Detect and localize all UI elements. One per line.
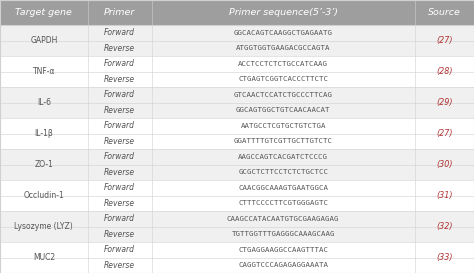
Text: Source: Source [428, 8, 461, 17]
Text: CAACGGCAAAGTGAATGGCA: CAACGGCAAAGTGAATGGCA [238, 185, 328, 191]
Text: Reverse: Reverse [104, 44, 135, 53]
Text: ACCTCCTCTCTGCCATCAAG: ACCTCCTCTCTGCCATCAAG [238, 61, 328, 67]
Text: ZO-1: ZO-1 [35, 160, 53, 169]
Text: AAGCCAGTCACGATCTCCCG: AAGCCAGTCACGATCTCCCG [238, 154, 328, 160]
Text: Forward: Forward [104, 245, 135, 254]
Bar [0, 25, 474, 56]
Text: Reverse: Reverse [104, 75, 135, 84]
Text: IL-6: IL-6 [37, 98, 51, 107]
Text: Forward: Forward [104, 90, 135, 99]
Bar [0, 242, 474, 273]
Text: CAAGCCATACAATGTGCGAAGAGAG: CAAGCCATACAATGTGCGAAGAGAG [227, 216, 339, 222]
Text: Forward: Forward [104, 183, 135, 192]
Text: GGCACAGTCAAGGCTGAGAATG: GGCACAGTCAAGGCTGAGAATG [234, 30, 333, 36]
Text: (33): (33) [436, 253, 453, 262]
Text: (31): (31) [436, 191, 453, 200]
Text: Reverse: Reverse [104, 168, 135, 177]
Text: GGCAGTGGCTGTCAACAACAT: GGCAGTGGCTGTCAACAACAT [236, 107, 330, 113]
Text: Forward: Forward [104, 59, 135, 68]
Bar [0, 56, 474, 87]
Text: CAGGTCCCAGAGAGGAAATA: CAGGTCCCAGAGAGGAAATA [238, 262, 328, 268]
Text: Reverse: Reverse [104, 230, 135, 239]
Text: ATGGTGGTGAAGACGCCAGTA: ATGGTGGTGAAGACGCCAGTA [236, 45, 330, 51]
Text: (32): (32) [436, 222, 453, 231]
Text: Forward: Forward [104, 28, 135, 37]
Text: (27): (27) [436, 129, 453, 138]
Bar [0, 180, 474, 211]
Text: Reverse: Reverse [104, 261, 135, 270]
Text: Lysozyme (LYZ): Lysozyme (LYZ) [15, 222, 73, 231]
Text: GTCAACTCCATCTGCCCTTCAG: GTCAACTCCATCTGCCCTTCAG [234, 92, 333, 98]
Text: (29): (29) [436, 98, 453, 107]
Text: Primer: Primer [104, 8, 135, 17]
Text: (27): (27) [436, 36, 453, 45]
Text: IL-1β: IL-1β [35, 129, 53, 138]
Text: Reverse: Reverse [104, 137, 135, 146]
Text: Target gene: Target gene [16, 8, 72, 17]
Bar [0, 0, 474, 25]
Text: (28): (28) [436, 67, 453, 76]
Text: CTGAGGAAGGCCAAGTTTAC: CTGAGGAAGGCCAAGTTTAC [238, 247, 328, 253]
Text: AATGCCTCGTGCTGTCTGA: AATGCCTCGTGCTGTCTGA [240, 123, 326, 129]
Text: Forward: Forward [104, 121, 135, 130]
Text: Forward: Forward [104, 214, 135, 223]
Text: Occludin-1: Occludin-1 [24, 191, 64, 200]
Text: CTTTCCCCTTCGTGGGAGTC: CTTTCCCCTTCGTGGGAGTC [238, 200, 328, 206]
Text: (30): (30) [436, 160, 453, 169]
Text: GCGCTCTTCCTCTCTGCTCC: GCGCTCTTCCTCTCTGCTCC [238, 169, 328, 175]
Bar [0, 87, 474, 118]
Text: Reverse: Reverse [104, 199, 135, 208]
Text: Reverse: Reverse [104, 106, 135, 115]
Text: CTGAGTCGGTCACCCTTCTC: CTGAGTCGGTCACCCTTCTC [238, 76, 328, 82]
Text: TGTTGGTTTGAGGGCAAAGCAAG: TGTTGGTTTGAGGGCAAAGCAAG [231, 231, 335, 237]
Text: Primer sequence(5’-3’): Primer sequence(5’-3’) [229, 8, 337, 17]
Text: MUC2: MUC2 [33, 253, 55, 262]
Text: GAPDH: GAPDH [30, 36, 57, 45]
Text: Forward: Forward [104, 152, 135, 161]
Text: TNF-α: TNF-α [33, 67, 55, 76]
Bar [0, 211, 474, 242]
Bar [0, 118, 474, 149]
Text: GGATTTTGTCGTTGCTTGTCTC: GGATTTTGTCGTTGCTTGTCTC [234, 138, 333, 144]
Bar [0, 149, 474, 180]
